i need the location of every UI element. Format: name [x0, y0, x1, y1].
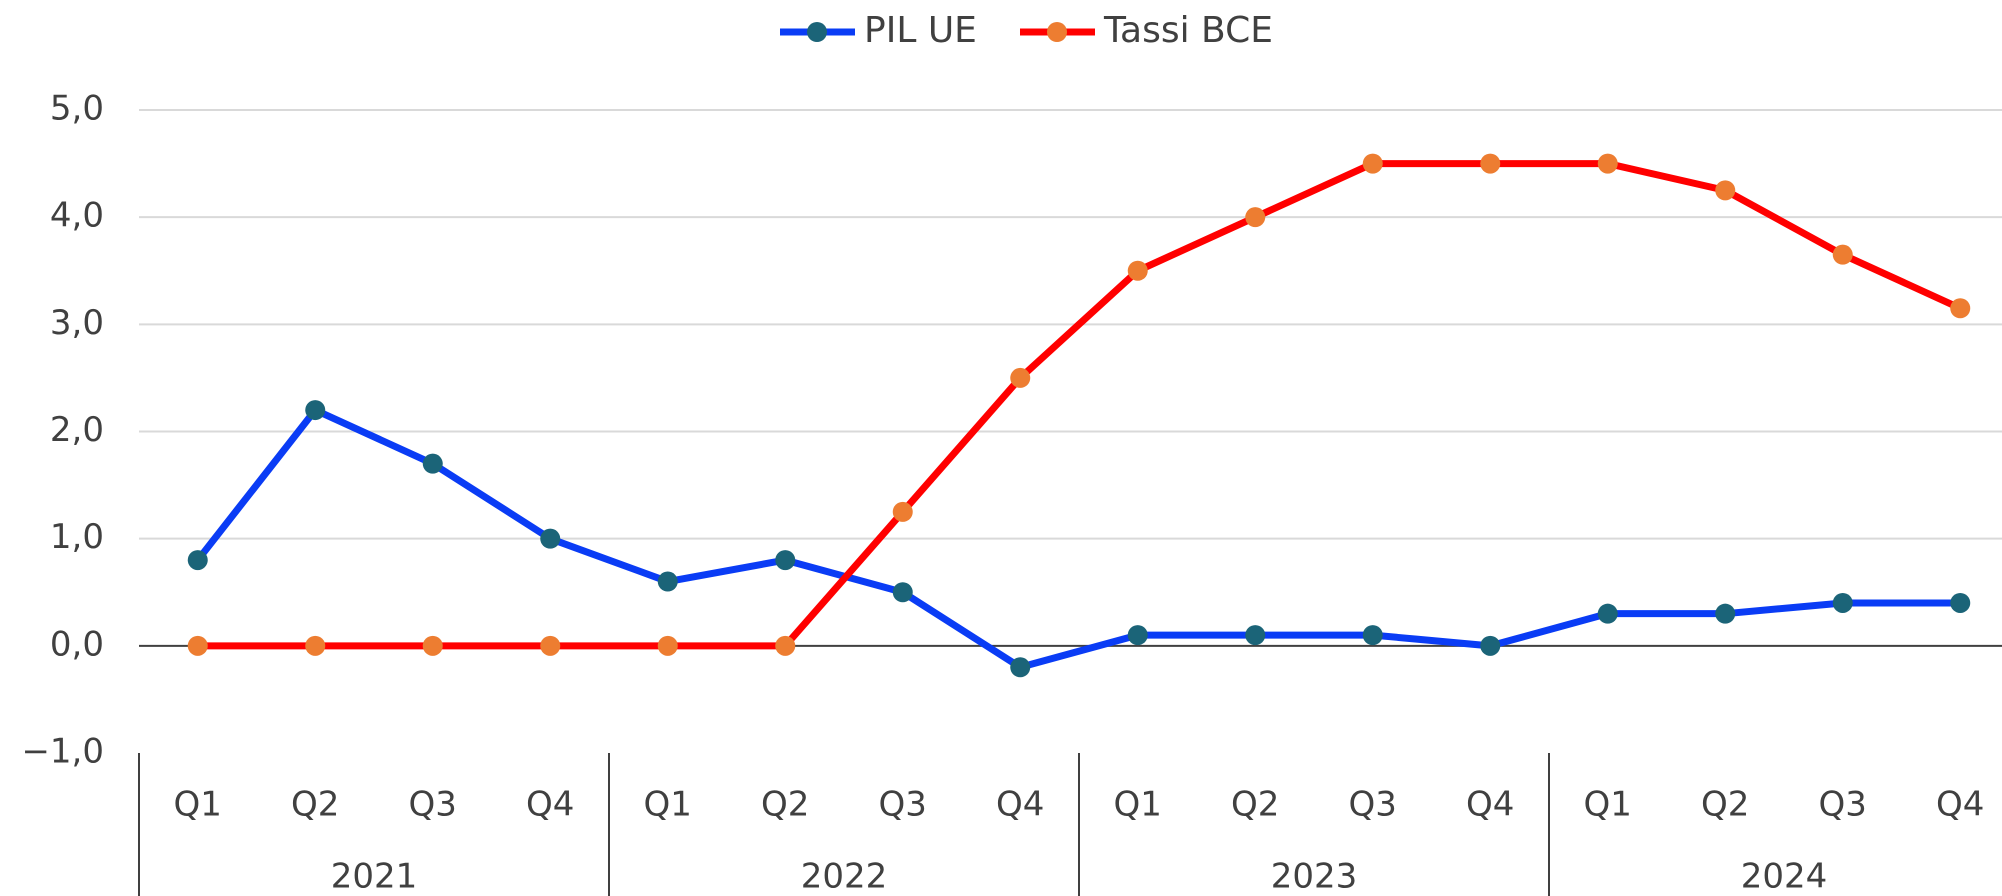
data-point [187, 550, 208, 571]
data-point [892, 501, 913, 522]
data-point [1362, 153, 1383, 174]
x-tick-label: Q2 [761, 785, 809, 825]
y-tick-label: 0,0 [50, 624, 104, 664]
data-point [1127, 625, 1148, 646]
data-point [305, 400, 326, 421]
data-point [1480, 635, 1501, 656]
group-label: 2021 [331, 857, 418, 896]
data-point [540, 635, 561, 656]
group-label: 2024 [1741, 857, 1828, 896]
data-point [1245, 625, 1266, 646]
y-tick-label: 2,0 [50, 410, 104, 450]
data-point [775, 635, 796, 656]
data-point [1245, 207, 1266, 228]
data-point [1832, 592, 1853, 613]
x-tick-label: Q2 [291, 785, 339, 825]
x-tick-label: Q1 [174, 785, 222, 825]
x-tick-label: Q3 [1819, 785, 1867, 825]
legend-label: Tassi BCE [1103, 10, 1273, 51]
x-tick-label: Q3 [1349, 785, 1397, 825]
data-point [1832, 244, 1853, 265]
data-point [422, 453, 443, 474]
data-point [892, 582, 913, 603]
data-point [1715, 603, 1736, 624]
y-tick-label: 5,0 [50, 89, 104, 129]
group-label: 2022 [801, 857, 888, 896]
data-point [422, 635, 443, 656]
y-tick-label: 1,0 [50, 517, 104, 557]
x-tick-label: Q2 [1231, 785, 1279, 825]
data-point [657, 635, 678, 656]
x-tick-label: Q4 [1936, 785, 1984, 825]
x-tick-label: Q2 [1701, 785, 1749, 825]
data-point [1950, 592, 1971, 613]
data-point [1362, 625, 1383, 646]
y-tick-label: 4,0 [50, 196, 104, 236]
data-point [305, 635, 326, 656]
data-point [1597, 603, 1618, 624]
x-tick-label: Q4 [1466, 785, 1514, 825]
legend-marker [1047, 22, 1067, 42]
data-point [187, 635, 208, 656]
x-tick-label: Q4 [996, 785, 1044, 825]
data-point [1950, 298, 1971, 319]
data-point [775, 550, 796, 571]
data-point [1480, 153, 1501, 174]
x-tick-label: Q1 [1114, 785, 1162, 825]
data-point [657, 571, 678, 592]
data-point [1010, 367, 1031, 388]
x-tick-label: Q3 [879, 785, 927, 825]
series-line [197, 160, 1962, 650]
legend-label: PIL UE [864, 10, 977, 51]
data-point [1715, 180, 1736, 201]
x-tick-label: Q1 [644, 785, 692, 825]
x-tick-label: Q4 [526, 785, 574, 825]
legend-marker [807, 22, 827, 42]
x-tick-label: Q3 [409, 785, 457, 825]
data-point [1127, 260, 1148, 281]
data-point [540, 528, 561, 549]
y-tick-label: −1,0 [21, 732, 104, 772]
data-point [1010, 657, 1031, 678]
series-line [194, 406, 1961, 671]
x-tick-label: Q1 [1584, 785, 1632, 825]
y-tick-label: 3,0 [50, 303, 104, 343]
data-point [1597, 153, 1618, 174]
group-label: 2023 [1271, 857, 1358, 896]
